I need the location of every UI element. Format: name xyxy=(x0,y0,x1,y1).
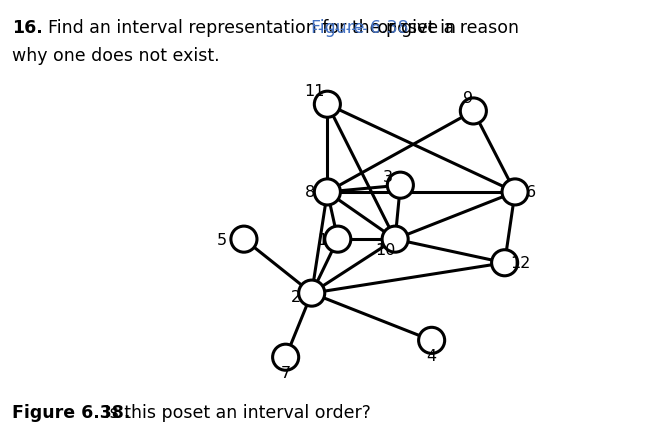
Text: 4: 4 xyxy=(426,348,437,363)
Ellipse shape xyxy=(502,179,528,205)
Text: 7: 7 xyxy=(280,365,290,380)
Text: Find an interval representation for the poset in: Find an interval representation for the … xyxy=(37,19,461,37)
Text: 12: 12 xyxy=(510,256,531,271)
Text: 6: 6 xyxy=(525,185,536,200)
Ellipse shape xyxy=(418,328,445,354)
Text: 9: 9 xyxy=(463,91,473,106)
Text: 8: 8 xyxy=(305,185,315,200)
Text: Figure 6.38: Figure 6.38 xyxy=(311,19,409,37)
Text: Is this poset an interval order?: Is this poset an interval order? xyxy=(88,403,371,420)
Ellipse shape xyxy=(299,280,325,306)
Ellipse shape xyxy=(325,227,351,253)
Ellipse shape xyxy=(382,227,408,253)
Text: Figure 6.38.: Figure 6.38. xyxy=(12,403,130,420)
Ellipse shape xyxy=(460,99,486,125)
Text: 2: 2 xyxy=(291,289,301,304)
Ellipse shape xyxy=(273,344,299,370)
Text: or give a reason: or give a reason xyxy=(372,19,519,37)
Ellipse shape xyxy=(492,250,517,276)
Ellipse shape xyxy=(314,92,341,118)
Text: 5: 5 xyxy=(217,232,227,247)
Text: 10: 10 xyxy=(376,242,396,257)
Ellipse shape xyxy=(387,173,413,199)
Text: 3: 3 xyxy=(382,170,392,185)
Text: 1: 1 xyxy=(317,232,327,247)
Text: why one does not exist.: why one does not exist. xyxy=(12,47,220,65)
Text: 11: 11 xyxy=(304,84,325,99)
Text: 16.: 16. xyxy=(12,19,43,37)
Ellipse shape xyxy=(314,179,341,205)
Ellipse shape xyxy=(231,227,257,253)
